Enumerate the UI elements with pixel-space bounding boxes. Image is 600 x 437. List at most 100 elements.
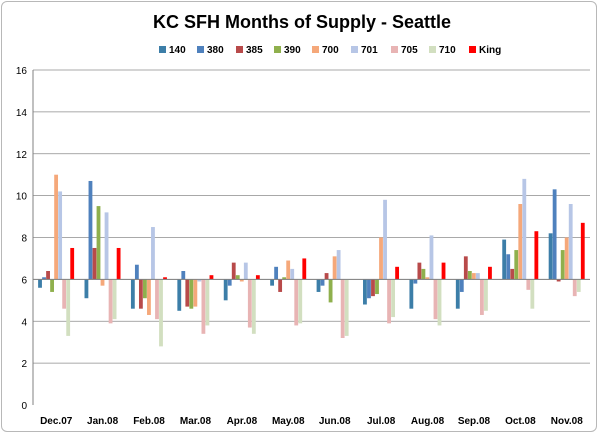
bar-King-Aug.08 [441,262,446,280]
legend-label: 705 [401,45,418,56]
bar-380-Jul.08 [367,279,371,299]
bar-710-Dec.07 [66,279,71,336]
bar-390-Dec.07 [50,279,54,292]
bar-390-Jul.08 [375,279,379,295]
bar-385-Jan.08 [92,247,97,280]
bar-700-Sep.08 [471,273,476,280]
bar-700-Mar.08 [193,279,198,307]
bar-King-Nov.08 [580,222,585,280]
bar-705-Jan.08 [108,279,113,324]
bar-140-Jul.08 [363,279,367,305]
legend-swatch [429,46,436,53]
y-tick-label: 0 [21,401,27,412]
bar-King-May.08 [302,258,307,280]
legend-label: 701 [361,45,378,56]
legend-swatch [159,46,166,53]
bar-710-Nov.08 [576,279,581,292]
bar-King-Feb.08 [163,277,167,280]
bar-701-Feb.08 [151,227,155,280]
bar-701-Oct.08 [522,178,527,280]
bar-385-Mar.08 [185,279,190,307]
bar-140-Jun.08 [316,279,321,292]
legend-item-705: 705 [391,45,418,56]
legend-swatch [351,46,358,53]
bar-140-Aug.08 [409,279,414,309]
bar-140-Sep.08 [455,279,460,309]
legend-label: King [479,45,501,56]
y-tick-label: 4 [21,317,27,328]
bar-390-Aug.08 [421,268,426,280]
bar-385-Apr.08 [231,262,236,280]
legend-item-140: 140 [159,45,186,56]
bar-380-Sep.08 [459,279,464,292]
x-tick-label: Jan.08 [87,416,119,427]
x-tick-label: Feb.08 [133,416,165,427]
x-tick-labels: Dec.07 Jan.08 Feb.08 Mar.08 Apr.08 May.08 Jun.… [40,416,583,427]
x-tick-label: Jul.08 [367,416,396,427]
bar-701-Jun.08 [336,250,341,280]
x-tick-label: Jun.08 [319,416,351,427]
legend-label: 700 [322,45,339,56]
bar-710-Apr.08 [251,279,256,334]
legend-swatch [312,46,319,53]
bar-710-Jul.08 [391,279,395,318]
x-tick-label: Mar.08 [180,416,212,427]
bar-390-Nov.08 [560,250,565,280]
y-tick-label: 10 [16,192,28,203]
bar-385-Jun.08 [324,273,329,280]
bar-701-Mar.08 [197,279,202,282]
bar-380-Dec.07 [42,277,46,280]
bar-705-May.08 [294,279,299,326]
y-tick-label: 2 [21,359,27,370]
legend-label: 710 [439,45,456,56]
bar-140-Oct.08 [502,239,507,280]
gridlines [33,69,590,364]
bar-701-Aug.08 [429,235,434,280]
bar-King-Oct.08 [534,231,539,280]
bar-701-Dec.07 [58,191,63,280]
bar-380-Aug.08 [413,279,418,284]
bar-380-Mar.08 [181,271,186,280]
bar-King-Apr.08 [255,275,260,280]
y-tick-label: 12 [16,150,28,161]
bar-385-Oct.08 [510,268,515,280]
x-tick-label: Sep.08 [458,416,491,427]
bar-140-Jan.08 [84,279,89,299]
bar-701-Jan.08 [104,212,109,280]
bar-King-Jan.08 [116,247,121,280]
bar-710-Feb.08 [159,279,163,347]
bar-700-Oct.08 [518,204,523,280]
bar-390-Mar.08 [189,279,194,309]
bar-705-Aug.08 [433,279,438,320]
bar-385-Aug.08 [417,262,422,280]
bar-King-Mar.08 [209,275,214,280]
bar-710-Aug.08 [437,279,442,326]
y-tick-label: 14 [16,108,28,119]
bar-705-Dec.07 [62,279,67,309]
x-tick-label: Oct.08 [505,416,536,427]
bar-380-Feb.08 [134,264,139,280]
bar-710-Sep.08 [484,279,488,311]
legend-label: 390 [284,45,301,56]
bar-390-Sep.08 [467,271,472,280]
legend-label: 385 [246,45,263,56]
legend: 140 380 385 390 700 701 705 710 King [159,45,501,56]
x-tick-label: May.08 [272,416,305,427]
bar-710-Jun.08 [344,279,349,336]
legend-swatch [391,46,398,53]
bar-385-Dec.07 [46,271,50,280]
bar-140-Feb.08 [130,279,135,309]
bar-385-Feb.08 [138,279,143,309]
bar-701-Apr.08 [243,262,248,280]
bar-701-Jul.08 [383,199,387,280]
bar-700-Feb.08 [147,279,151,315]
legend-swatch [274,46,281,53]
bar-380-Nov.08 [552,189,557,280]
bar-390-Jun.08 [328,279,333,303]
x-tick-label: Aug.08 [411,416,445,427]
bar-710-May.08 [298,279,303,324]
bar-700-Apr.08 [239,279,244,282]
bar-700-Jan.08 [100,279,105,286]
y-tick-label: 6 [21,275,27,286]
bar-380-Oct.08 [506,254,511,280]
